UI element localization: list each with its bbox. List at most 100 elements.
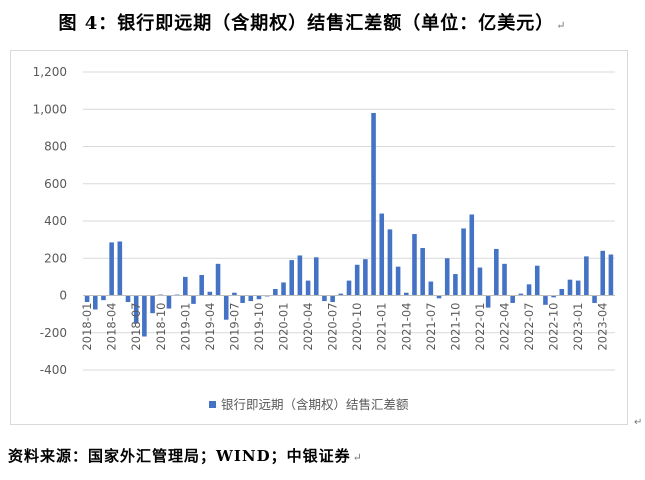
legend: 银行即远期（含期权）结售汇差额	[209, 397, 409, 412]
bar	[215, 263, 221, 296]
bar	[600, 250, 606, 296]
bar	[330, 295, 335, 303]
bar	[166, 295, 172, 309]
bar	[338, 293, 344, 296]
y-tick-label: 600	[44, 177, 67, 191]
figure-title-text: 图 4：银行即远期（含期权）结售汇差额（单位：亿美元）	[58, 13, 555, 34]
bar	[494, 248, 499, 296]
bar	[592, 295, 597, 303]
bar	[207, 291, 213, 296]
title-return-mark: ↵	[556, 19, 567, 32]
bar	[436, 295, 442, 299]
bar	[510, 295, 515, 303]
bar	[199, 275, 204, 296]
x-axis-tick-labels: 2018-01 2018-04 2018-07 2018-10 2019-01 2019-…	[80, 303, 610, 351]
bar	[232, 292, 237, 296]
bar	[551, 295, 556, 298]
x-tick-label: 2021-01	[375, 303, 389, 351]
bar	[248, 295, 254, 302]
bar	[461, 228, 466, 296]
bar	[363, 259, 368, 296]
x-tick-label: 2018-07	[129, 303, 143, 351]
bar	[485, 295, 491, 308]
y-tick-label: 400	[44, 214, 67, 228]
bar	[453, 274, 458, 296]
bar	[191, 295, 196, 304]
bar	[404, 292, 409, 296]
source-return-mark: ↵	[352, 451, 363, 464]
bar	[142, 295, 147, 337]
bar	[305, 280, 311, 296]
x-tick-label: 2022-01	[473, 303, 487, 351]
y-tick-label: -400	[40, 363, 67, 377]
bar	[125, 295, 131, 303]
x-tick-label: 2018-04	[105, 303, 119, 351]
bar	[469, 214, 475, 296]
bar	[183, 276, 188, 296]
bar	[313, 257, 319, 296]
bar	[502, 263, 507, 296]
bar	[84, 295, 90, 303]
bar	[575, 280, 581, 296]
bar	[322, 295, 327, 302]
bar	[92, 295, 98, 310]
y-tick-label: 200	[44, 251, 67, 265]
x-tick-label: 2023-01	[571, 303, 585, 351]
y-axis-tick-labels: -400 -200 0 200 400 600 800 1,000 1,200	[33, 65, 67, 377]
x-tick-label: 2020-01	[277, 303, 291, 351]
bar	[273, 288, 278, 296]
legend-swatch	[209, 401, 216, 408]
y-tick-label: 0	[59, 289, 67, 303]
bar	[297, 255, 303, 296]
bar	[412, 234, 417, 296]
bar	[534, 265, 540, 296]
bar	[133, 295, 139, 324]
bar	[289, 260, 294, 296]
bar	[109, 242, 114, 296]
x-tick-label: 2019-04	[203, 303, 217, 351]
bar	[608, 254, 614, 296]
bar	[518, 293, 524, 296]
bar	[567, 279, 573, 296]
bar	[379, 213, 385, 296]
bar	[371, 112, 376, 296]
x-tick-label: 2018-10	[154, 303, 168, 351]
y-tick-label: 800	[44, 140, 67, 154]
x-tick-label: 2021-07	[424, 303, 438, 351]
bar	[420, 248, 425, 296]
x-tick-label: 2022-04	[498, 303, 512, 351]
bar	[354, 264, 360, 296]
bar	[117, 241, 123, 296]
bar	[444, 258, 450, 296]
bar	[281, 282, 286, 296]
bar	[346, 280, 352, 296]
bar	[559, 288, 565, 296]
legend-label: 银行即远期（含期权）结售汇差额	[221, 397, 409, 412]
figure-title: 图 4：银行即远期（含期权）结售汇差额（单位：亿美元） ↵	[0, 9, 625, 35]
source-text: 资料来源：国家外汇管理局；WIND；中银证券	[8, 447, 351, 465]
x-tick-label: 2022-10	[547, 303, 561, 351]
x-tick-label: 2020-07	[326, 303, 340, 351]
bar	[150, 295, 155, 314]
bar	[101, 295, 106, 301]
x-tick-label: 2020-04	[301, 303, 315, 351]
x-tick-label: 2018-01	[80, 303, 94, 351]
bar	[395, 266, 401, 296]
y-tick-label: 1,000	[33, 102, 67, 116]
y-tick-label: -200	[40, 326, 67, 340]
x-tick-label: 2021-10	[448, 303, 462, 351]
x-tick-label: 2019-07	[227, 303, 241, 351]
x-tick-label: 2020-10	[350, 303, 364, 351]
bar	[584, 256, 589, 296]
bar	[428, 281, 434, 296]
bar	[387, 229, 393, 296]
bar	[256, 295, 262, 300]
bar	[477, 267, 483, 296]
x-tick-label: 2023-04	[596, 303, 610, 351]
chart-return-mark: ↵	[634, 417, 643, 428]
x-tick-label: 2019-01	[178, 303, 192, 351]
x-tick-label: 2022-07	[522, 303, 536, 351]
chart-frame: -400 -200 0 200 400 600 800 1,000 1,200 2018-01 2…	[10, 50, 628, 425]
bar	[526, 284, 532, 296]
